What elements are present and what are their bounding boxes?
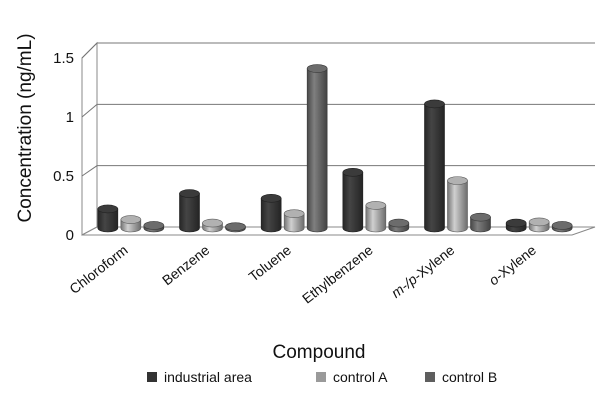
legend-label: control B — [442, 369, 497, 385]
bar — [528, 217, 550, 233]
bar — [551, 221, 573, 233]
legend-label: industrial area — [164, 369, 252, 385]
chart-walls — [81, 41, 596, 236]
bar — [424, 99, 445, 233]
legend: industrial area control A control B — [147, 369, 497, 385]
legend-swatch — [147, 372, 157, 382]
x-tick-label: Toluene — [246, 242, 295, 285]
x-tick-label: Chloroform — [66, 242, 130, 297]
legend-label: control A — [333, 369, 388, 385]
y-tick-label: 0 — [66, 227, 74, 244]
gridline — [81, 165, 595, 177]
legend-item: control B — [425, 369, 497, 385]
gridline — [81, 42, 595, 59]
bar — [283, 209, 305, 233]
bar — [505, 218, 527, 233]
bar — [120, 215, 142, 233]
gridlines — [81, 42, 595, 177]
bar — [447, 176, 468, 233]
bar — [342, 168, 364, 233]
side-wall — [81, 41, 98, 236]
bar — [365, 201, 387, 233]
bar — [470, 212, 491, 233]
bar — [143, 221, 165, 233]
x-axis-title: Compound — [273, 342, 366, 363]
y-tick-label: 1.5 — [53, 50, 74, 67]
bars — [97, 64, 573, 233]
y-tick-labels: 0 0.5 1 1.5 — [53, 50, 74, 244]
x-tick-labels: Chloroform Benzene Toluene Ethylbenzene m-/p… — [66, 242, 539, 307]
bar — [306, 64, 328, 233]
bar — [225, 222, 246, 233]
y-tick-label: 0.5 — [53, 168, 74, 185]
x-tick-label: m-/p-Xylene — [388, 242, 457, 301]
gridline — [81, 103, 595, 118]
legend-item: industrial area — [147, 369, 252, 385]
bar — [260, 194, 282, 233]
x-tick-label: Benzene — [159, 242, 213, 289]
bar — [179, 189, 200, 233]
legend-item: control A — [316, 369, 388, 385]
x-tick-label: Ethylbenzene — [299, 242, 376, 307]
x-tick-label: o-Xylene — [486, 242, 540, 289]
bar — [202, 218, 223, 233]
bar — [97, 204, 119, 233]
bar — [388, 218, 410, 233]
legend-swatch — [425, 372, 435, 382]
y-tick-label: 1 — [66, 109, 74, 126]
legend-swatch — [316, 372, 326, 382]
y-axis-title: Concentration (ng/mL) — [15, 33, 36, 222]
